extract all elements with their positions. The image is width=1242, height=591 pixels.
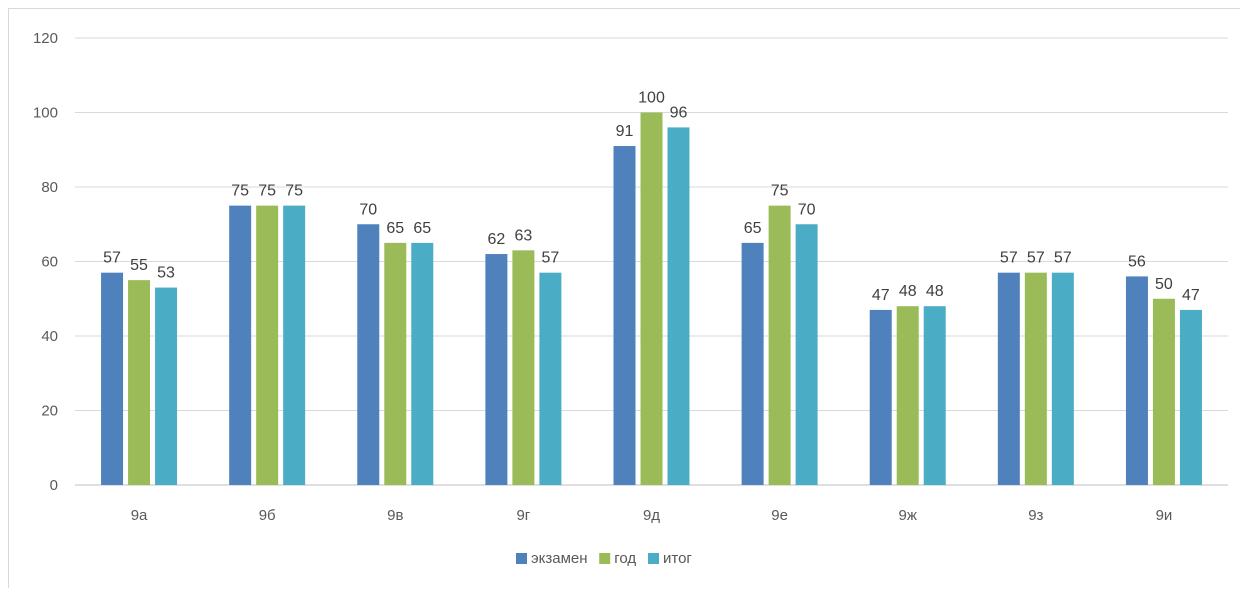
- bar: [1024, 272, 1047, 485]
- bar: [768, 205, 791, 485]
- legend-entry: экзамен: [531, 550, 588, 567]
- x-tick-label: 9и: [1156, 507, 1173, 524]
- x-tick-label: 9ж: [899, 507, 917, 524]
- legend-swatch: [599, 553, 611, 564]
- bar: [539, 272, 562, 485]
- bar: [485, 254, 508, 485]
- data-label: 57: [1027, 250, 1045, 267]
- data-label: 55: [130, 257, 148, 274]
- x-tick-label: 9в: [387, 507, 403, 524]
- bar: [1125, 276, 1148, 485]
- data-label: 65: [386, 220, 404, 237]
- y-tick-label: 20: [41, 403, 58, 420]
- bar: [667, 127, 690, 486]
- bar: [1179, 309, 1202, 485]
- data-label: 57: [1054, 250, 1072, 267]
- y-tick-label: 60: [41, 254, 58, 271]
- bar: [229, 205, 252, 485]
- data-label: 70: [798, 201, 816, 218]
- y-tick-label: 120: [33, 30, 58, 47]
- legend: экзамен год итог: [516, 550, 692, 567]
- bar: [613, 146, 636, 485]
- legend-entry: итог: [663, 550, 692, 567]
- data-label: 75: [231, 183, 249, 200]
- x-tick-label: 9б: [259, 507, 276, 524]
- data-label: 47: [1182, 287, 1200, 304]
- data-label: 57: [1000, 250, 1018, 267]
- data-label: 53: [157, 265, 175, 282]
- bar: [357, 224, 380, 485]
- data-label: 62: [487, 231, 505, 248]
- data-label: 70: [359, 201, 377, 218]
- y-tick-label: 100: [33, 105, 58, 122]
- legend-swatch: [648, 553, 659, 564]
- bar: [869, 309, 892, 485]
- bars: [101, 112, 1202, 486]
- data-label: 75: [285, 183, 303, 200]
- data-label: 96: [670, 104, 688, 121]
- bar: [384, 242, 407, 485]
- bar: [101, 272, 124, 485]
- bar: [923, 306, 946, 485]
- x-tick-label: 9з: [1028, 507, 1043, 524]
- data-label: 65: [744, 220, 762, 237]
- data-label: 50: [1155, 276, 1173, 293]
- data-label: 48: [926, 283, 944, 300]
- x-tick-label: 9а: [131, 507, 148, 524]
- bar: [411, 242, 434, 485]
- bar: [1051, 272, 1074, 485]
- legend-swatch: [516, 553, 527, 564]
- x-tick-label: 9е: [771, 507, 788, 524]
- legend-entry: год: [614, 550, 636, 567]
- bar: [896, 306, 919, 485]
- data-label: 48: [899, 283, 917, 300]
- bar: [997, 272, 1020, 485]
- data-label: 91: [616, 123, 634, 140]
- bar: [256, 205, 279, 485]
- bar: [512, 250, 535, 485]
- bar: [155, 287, 178, 485]
- x-tick-label: 9д: [643, 507, 660, 524]
- x-tick-label: 9г: [516, 507, 530, 524]
- y-tick-label: 40: [41, 328, 58, 345]
- bar: [795, 224, 818, 485]
- x-axis-categories: 9а 9б 9в 9г 9д 9е 9ж 9з 9и: [131, 507, 1173, 524]
- bar: [741, 242, 764, 485]
- data-label: 57: [541, 250, 559, 267]
- bar: [283, 205, 306, 485]
- bar: [1152, 298, 1175, 485]
- data-label: 47: [872, 287, 890, 304]
- data-label: 56: [1128, 253, 1146, 270]
- y-tick-label: 80: [41, 179, 58, 196]
- data-label: 63: [514, 227, 532, 244]
- data-label: 100: [638, 90, 665, 107]
- data-label: 75: [258, 183, 276, 200]
- bar: [128, 280, 151, 485]
- data-label: 57: [103, 250, 121, 267]
- data-label: 75: [771, 183, 789, 200]
- y-axis-ticks: 0 20 40 60 80 100 120: [33, 30, 58, 494]
- data-label: 65: [413, 220, 431, 237]
- bar: [640, 112, 663, 485]
- y-tick-label: 0: [50, 477, 58, 494]
